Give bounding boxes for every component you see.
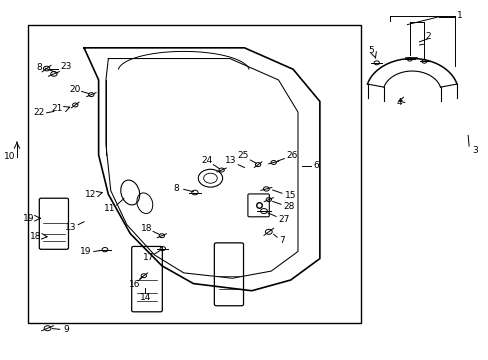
Text: 13: 13 xyxy=(65,223,77,232)
Text: 21: 21 xyxy=(52,104,63,113)
Text: 16: 16 xyxy=(129,280,140,289)
Text: 13: 13 xyxy=(224,156,236,165)
Text: 15: 15 xyxy=(285,190,296,199)
Text: 24: 24 xyxy=(201,156,212,165)
Text: 14: 14 xyxy=(140,293,151,302)
Text: 8: 8 xyxy=(173,184,179,193)
Bar xyxy=(28,24,361,323)
Text: 11: 11 xyxy=(103,204,115,213)
Text: 3: 3 xyxy=(471,146,477,155)
Text: 17: 17 xyxy=(142,253,154,262)
Text: 26: 26 xyxy=(286,151,297,160)
Text: 10: 10 xyxy=(4,152,16,161)
Text: 2: 2 xyxy=(425,32,430,41)
Text: 12: 12 xyxy=(84,190,96,199)
Text: 22: 22 xyxy=(33,108,44,117)
Text: 19: 19 xyxy=(80,247,91,256)
Text: 20: 20 xyxy=(69,85,81,94)
Text: 18: 18 xyxy=(140,224,152,233)
Text: 7: 7 xyxy=(279,235,285,244)
Text: 4: 4 xyxy=(395,98,401,107)
Text: 8: 8 xyxy=(36,63,41,72)
Text: 27: 27 xyxy=(278,215,289,224)
Text: 23: 23 xyxy=(60,62,72,71)
Text: 6: 6 xyxy=(313,161,319,170)
Text: 19: 19 xyxy=(23,214,35,223)
Text: 1: 1 xyxy=(456,11,461,20)
Text: 28: 28 xyxy=(283,202,294,211)
Text: 5: 5 xyxy=(367,46,373,55)
Text: 18: 18 xyxy=(30,232,41,241)
Text: 9: 9 xyxy=(63,325,69,334)
Text: 25: 25 xyxy=(237,151,249,160)
